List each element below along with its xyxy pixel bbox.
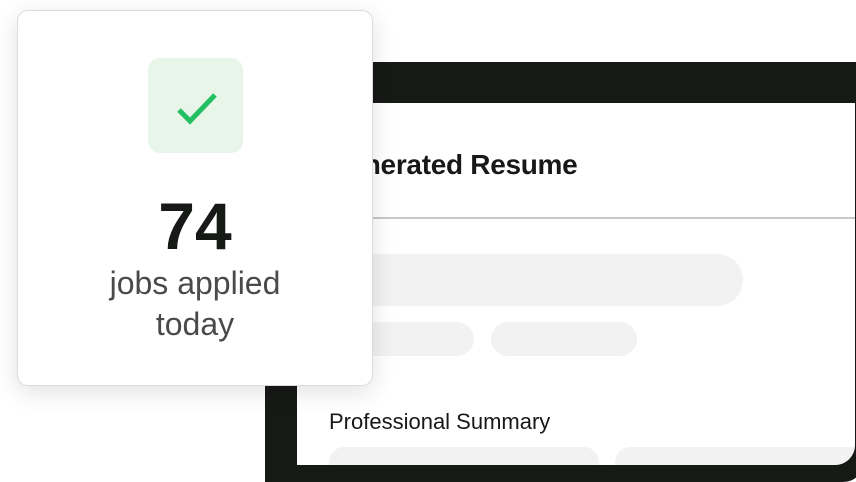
section-heading: Professional Summary xyxy=(329,409,551,434)
check-icon-container xyxy=(148,58,243,153)
resume-preview: Generated Resume Professional Summary xyxy=(297,103,855,465)
jobs-applied-count: 74 xyxy=(158,189,232,263)
label-line: today xyxy=(155,306,235,342)
jobs-applied-label: jobs applied today xyxy=(18,263,372,345)
skeleton-text-line xyxy=(329,447,599,465)
divider xyxy=(297,217,855,219)
skeleton-text-line xyxy=(615,447,855,465)
label-line: jobs applied xyxy=(109,265,281,301)
skeleton-tag xyxy=(491,322,637,356)
jobs-applied-card: 74 jobs applied today xyxy=(17,10,373,386)
check-icon xyxy=(177,93,217,125)
